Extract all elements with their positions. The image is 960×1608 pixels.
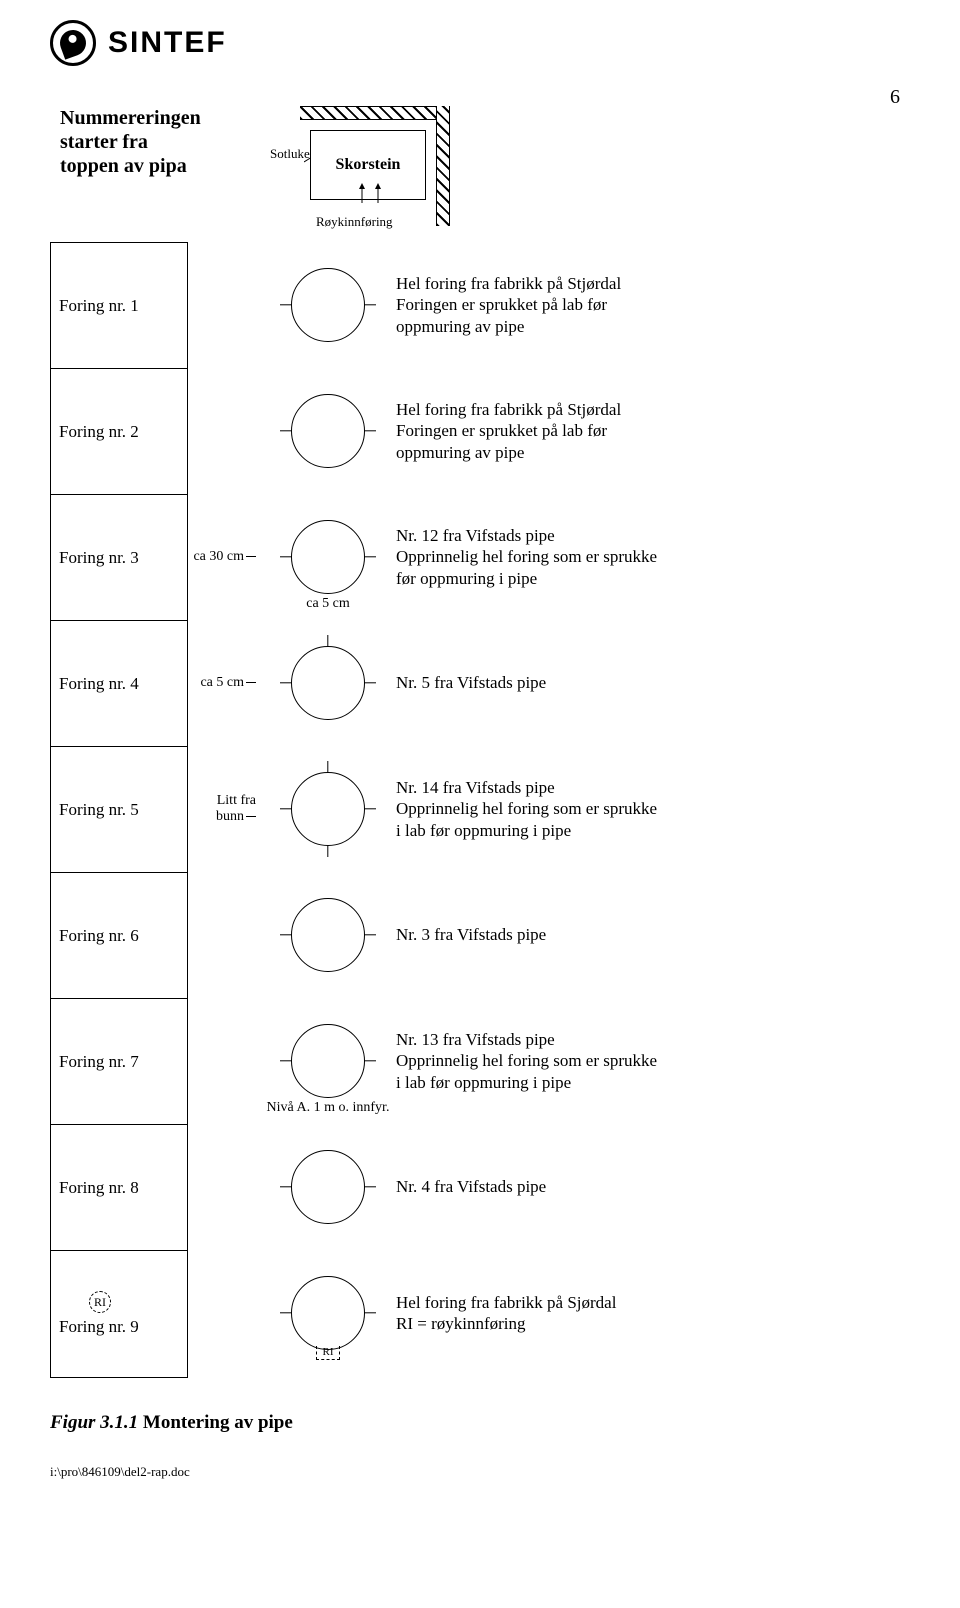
pipe-cell: Foring nr. 1: [51, 243, 187, 369]
brand-row: SINTEF: [50, 20, 910, 66]
gap-label: ca 5 cm: [306, 596, 350, 612]
header-line3: toppen av pipa: [60, 155, 187, 177]
foring-label: Foring nr. 3: [59, 548, 139, 568]
row-description: Hel foring fra fabrikk på StjørdalForing…: [396, 273, 910, 337]
pipe-cell: Foring nr. 8: [51, 1125, 187, 1251]
diagram-row: Litt fra bunn Nr. 14 fra Vifstads pipeOpp…: [188, 746, 910, 872]
brand-name: SINTEF: [108, 26, 227, 60]
foring-label: Foring nr. 8: [59, 1178, 139, 1198]
pipe-cell: Foring nr. 4: [51, 621, 187, 747]
foring-label: Foring nr. 4: [59, 674, 139, 694]
level-label: Nivå A. 1 m o. innfyr.: [267, 1100, 390, 1116]
circle-wrap: [278, 268, 378, 342]
row-description: Nr. 4 fra Vifstads pipe: [396, 1176, 910, 1197]
diagram-row: RI Hel foring fra fabrikk på SjørdalRI = …: [188, 1250, 910, 1376]
row-description: Hel foring fra fabrikk på SjørdalRI = rø…: [396, 1292, 910, 1335]
figure-text: Montering av pipe: [138, 1412, 293, 1433]
foring-circle-icon: [291, 394, 365, 468]
header-text: Nummereringen starter fra toppen av pipa: [60, 106, 240, 178]
row-description: Nr. 3 fra Vifstads pipe: [396, 924, 910, 945]
foring-label: Foring nr. 6: [59, 926, 139, 946]
measure-label: ca 30 cm: [188, 549, 260, 565]
circle-wrap: [278, 772, 378, 846]
roykinn-label: Røykinnføring: [316, 214, 393, 230]
foring-circle-icon: [291, 646, 365, 720]
pipe-cell: RI Foring nr. 9: [51, 1251, 187, 1377]
foring-circle-icon: [291, 1024, 365, 1098]
figure-number: Figur 3.1.1: [50, 1412, 138, 1433]
page-number: 6: [890, 86, 900, 109]
circle-wrap: [278, 394, 378, 468]
diagram-row: ca 5 cm Nr. 5 fra Vifstads pipe: [188, 620, 910, 746]
page: SINTEF 6 Nummereringen starter fra toppe…: [0, 0, 960, 1520]
foring-circle-icon: [291, 898, 365, 972]
row-description: Nr. 14 fra Vifstads pipeOpprinnelig hel …: [396, 777, 910, 841]
sotluke-label: Sotluke: [270, 146, 310, 162]
row-description: Nr. 5 fra Vifstads pipe: [396, 672, 910, 693]
diagram-body: Foring nr. 1 Foring nr. 2 Foring nr. 3 Fori…: [50, 242, 910, 1378]
header-block: Nummereringen starter fra toppen av pipa…: [60, 106, 910, 226]
foring-label: Foring nr. 7: [59, 1052, 139, 1072]
pipe-cell: Foring nr. 3: [51, 495, 187, 621]
foring-circle-icon: [291, 772, 365, 846]
pipe-cell: Foring nr. 5: [51, 747, 187, 873]
foring-label: Foring nr. 5: [59, 800, 139, 820]
foring-circle-icon: [291, 1150, 365, 1224]
circle-wrap: Nivå A. 1 m o. innfyr.: [278, 1024, 378, 1098]
foring-label: Foring nr. 1: [59, 296, 139, 316]
header-line2: starter fra: [60, 131, 148, 153]
footer-path: i:\pro\846109\del2-rap.doc: [50, 1464, 910, 1480]
hatch-top: [300, 106, 450, 120]
diagram-row: ca 30 cm ca 5 cm Nr. 12 fra Vifstads pipeO…: [188, 494, 910, 620]
hatch-right: [436, 106, 450, 226]
row-description: Nr. 13 fra Vifstads pipeOpprinnelig hel …: [396, 1029, 910, 1093]
right-column: Hel foring fra fabrikk på StjørdalForing…: [188, 242, 910, 1376]
pipe-cell: Foring nr. 2: [51, 369, 187, 495]
foring-circle-icon: [291, 520, 365, 594]
foring-circle-icon: [291, 1276, 365, 1350]
pipe-cell: Foring nr. 6: [51, 873, 187, 999]
diagram-row: Hel foring fra fabrikk på StjørdalForing…: [188, 368, 910, 494]
ri-marker: RI: [89, 1291, 111, 1313]
diagram-row: Nivå A. 1 m o. innfyr. Nr. 13 fra Vifstad…: [188, 998, 910, 1124]
measure-label: Litt fra bunn: [188, 793, 260, 825]
foring-label: Foring nr. 2: [59, 422, 139, 442]
foring-circle-icon: [291, 268, 365, 342]
circle-wrap: RI: [278, 1276, 378, 1350]
pipe-cell: Foring nr. 7: [51, 999, 187, 1125]
circle-wrap: [278, 1150, 378, 1224]
header-line1: Nummereringen: [60, 107, 201, 129]
diagram-row: Nr. 3 fra Vifstads pipe: [188, 872, 910, 998]
diagram-row: Hel foring fra fabrikk på StjørdalForing…: [188, 242, 910, 368]
skorstein-diagram: Sotluke Skorstein Røykinnføring: [270, 106, 450, 226]
pipe-column: Foring nr. 1 Foring nr. 2 Foring nr. 3 Fori…: [50, 242, 188, 1378]
roy-arrows-icon: [354, 183, 394, 208]
circle-wrap: [278, 898, 378, 972]
foring-label: Foring nr. 9: [59, 1317, 139, 1337]
measure-label: ca 5 cm: [188, 675, 260, 691]
row-description: Hel foring fra fabrikk på StjørdalForing…: [396, 399, 910, 463]
diagram-row: Nr. 4 fra Vifstads pipe: [188, 1124, 910, 1250]
brand-logo-icon: [50, 20, 96, 66]
circle-wrap: ca 5 cm: [278, 520, 378, 594]
row-description: Nr. 12 fra Vifstads pipeOpprinnelig hel …: [396, 525, 910, 589]
circle-wrap: [278, 646, 378, 720]
figure-caption: Figur 3.1.1 Montering av pipe: [50, 1412, 910, 1434]
